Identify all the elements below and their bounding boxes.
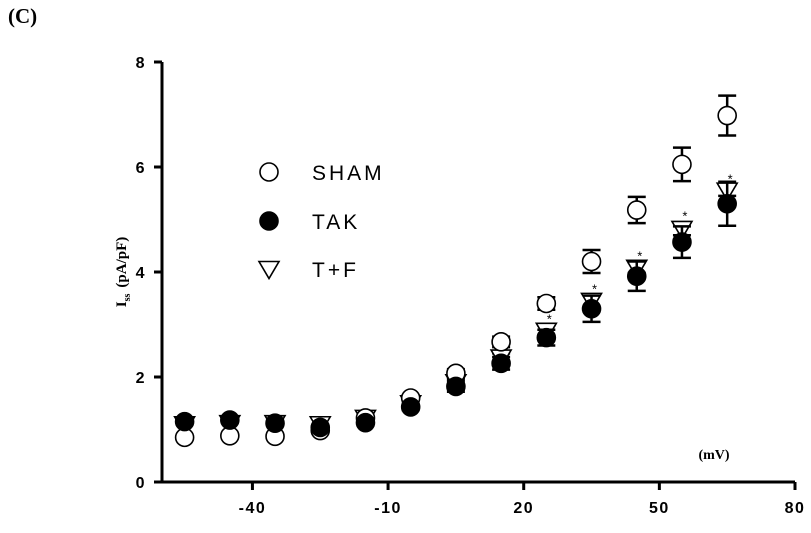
data-point bbox=[446, 376, 466, 397]
significance-mark: * bbox=[682, 209, 687, 224]
legend-marker bbox=[259, 162, 279, 182]
series-layer: * * * * * bbox=[173, 94, 739, 448]
legend: SHAM TAK T+F bbox=[257, 162, 385, 282]
panel-label: (C) bbox=[8, 4, 38, 28]
data-point bbox=[717, 193, 737, 214]
data-point bbox=[672, 232, 692, 252]
y-tick-label: 4 bbox=[136, 265, 146, 282]
significance-mark: * bbox=[728, 171, 733, 186]
legend-label: TAK bbox=[312, 211, 360, 234]
legend-item-tak: TAK bbox=[259, 211, 360, 234]
data-point bbox=[310, 417, 331, 438]
significance-mark: * bbox=[547, 312, 552, 327]
x-tick-label: 50 bbox=[649, 500, 670, 517]
y-tick-label: 0 bbox=[136, 475, 146, 492]
x-tick-label: 20 bbox=[513, 500, 534, 517]
legend-item-t-f: T+F bbox=[257, 259, 359, 282]
x-tick-label: -40 bbox=[239, 500, 267, 517]
data-point bbox=[581, 298, 602, 319]
data-point bbox=[672, 154, 692, 175]
data-point bbox=[400, 397, 421, 417]
x-tick-label: 80 bbox=[785, 500, 806, 517]
data-point bbox=[626, 266, 647, 287]
series-tak bbox=[174, 180, 737, 438]
x-unit-label: (mV) bbox=[698, 448, 729, 463]
y-tick-label: 8 bbox=[136, 55, 146, 72]
data-point bbox=[581, 251, 602, 272]
legend-label: T+F bbox=[312, 259, 359, 282]
data-point bbox=[717, 105, 737, 126]
axes: 0 2 4 6 8 -40 -10 20 50 80 Iss(pA/pF) (mV) bbox=[114, 55, 806, 517]
significance-mark: * bbox=[592, 282, 597, 297]
y-axis-title: Iss(pA/pF) bbox=[114, 237, 133, 307]
data-point bbox=[491, 353, 511, 374]
data-point bbox=[355, 412, 376, 433]
data-point bbox=[536, 327, 557, 348]
y-tick-label: 2 bbox=[136, 370, 146, 387]
legend-marker bbox=[259, 211, 279, 231]
x-tick-label: -10 bbox=[374, 500, 402, 517]
data-point bbox=[265, 413, 285, 434]
legend-label: SHAM bbox=[312, 162, 385, 185]
legend-marker bbox=[257, 260, 281, 281]
y-tick-label: 6 bbox=[136, 160, 146, 177]
legend-item-sham: SHAM bbox=[259, 162, 385, 185]
data-point bbox=[491, 332, 511, 352]
data-point bbox=[536, 293, 557, 314]
significance-mark: * bbox=[637, 249, 642, 264]
data-point bbox=[220, 410, 240, 430]
data-point bbox=[626, 200, 647, 220]
data-point bbox=[174, 411, 195, 432]
